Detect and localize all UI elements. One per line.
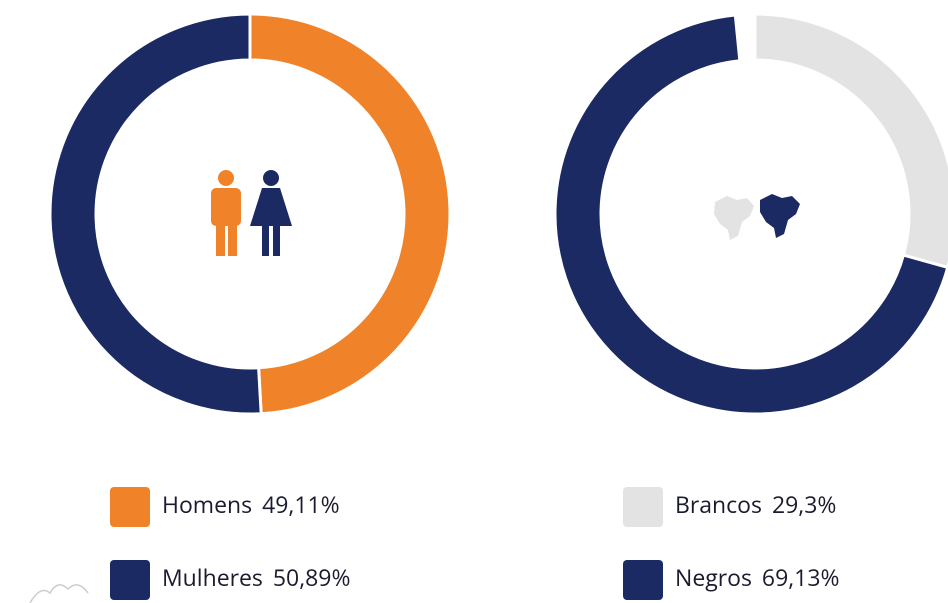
legend-swatch <box>110 560 150 600</box>
legend-label: Mulheres <box>162 561 263 593</box>
people-icon <box>211 170 292 256</box>
value-label: 69,13% <box>762 561 840 593</box>
map-icon <box>714 194 800 240</box>
legend-swatch <box>110 487 150 527</box>
donut-segment <box>553 13 948 416</box>
value-label: 29,3% <box>772 488 836 520</box>
legend-swatch <box>623 560 663 600</box>
value-label: 50,89% <box>273 561 351 593</box>
legend-label: Homens <box>162 488 252 520</box>
legend-label: Brancos <box>675 488 762 520</box>
logo <box>29 584 89 603</box>
legend-label: Negros <box>675 561 752 593</box>
donut-segment <box>248 12 452 416</box>
value-label: 49,11% <box>262 488 340 520</box>
legend-swatch <box>623 487 663 527</box>
donut-segment <box>48 12 263 416</box>
